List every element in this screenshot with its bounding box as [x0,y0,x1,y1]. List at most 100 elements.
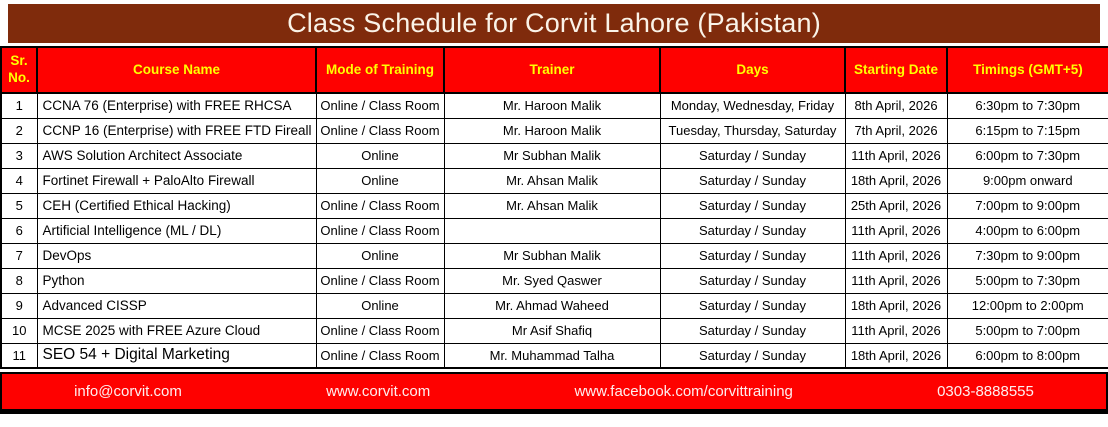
sr-no-cell: 10 [0,317,38,344]
mode-cell: Online / Class Room [315,117,445,144]
table-row: 7 DevOps Online Mr Subhan Malik Saturday / S… [0,242,1108,269]
timings-cell: 6:00pm to 7:30pm [946,142,1108,169]
table-row: 5 CEH (Certified Ethical Hacking) Online /… [0,192,1108,219]
starting-date-cell: 25th April, 2026 [844,192,948,219]
sr-no-cell: 11 [0,342,38,369]
starting-date-cell: 11th April, 2026 [844,217,948,244]
course-name-cell: SEO 54 + Digital Marketing [36,342,317,369]
page-title: Class Schedule for Corvit Lahore (Pakist… [287,8,821,38]
timings-cell: 7:00pm to 9:00pm [946,192,1108,219]
sr-no-cell: 5 [0,192,38,219]
starting-date-cell: 11th April, 2026 [844,142,948,169]
table-row: 1 CCNA 76 (Enterprise) with FREE RHCSA Onl… [0,92,1108,119]
header-sr-no: Sr. No. [0,46,38,94]
trainer-cell: Mr. Ahsan Malik [443,192,661,219]
footer-bar: info@corvit.com www.corvit.com www.faceb… [0,372,1108,414]
timings-cell: 12:00pm to 2:00pm [946,292,1108,319]
sr-no-cell: 8 [0,267,38,294]
mode-cell: Online [315,142,445,169]
mode-cell: Online / Class Room [315,192,445,219]
trainer-cell: Mr. Muhammad Talha [443,342,661,369]
trainer-cell: Mr. Haroon Malik [443,92,661,119]
trainer-cell: Mr. Ahmad Waheed [443,292,661,319]
course-name-cell: CCNA 76 (Enterprise) with FREE RHCSA [36,92,317,119]
table-header-row: Sr. No. Course Name Mode of Training Tra… [0,46,1108,94]
header-days: Days [659,46,846,94]
mode-cell: Online / Class Room [315,342,445,369]
course-name-cell: AWS Solution Architect Associate [36,142,317,169]
header-course-name: Course Name [36,46,317,94]
header-starting-date: Starting Date [844,46,948,94]
trainer-cell: Mr Subhan Malik [443,142,661,169]
mode-cell: Online [315,242,445,269]
table-row: 2 CCNP 16 (Enterprise) with FREE FTD Fire… [0,117,1108,144]
footer-phone-number[interactable]: 0303-8888555 [937,383,1034,400]
schedule-table: Sr. No. Course Name Mode of Training Tra… [0,46,1108,369]
header-timings: Timings (GMT+5) [946,46,1108,94]
sr-no-cell: 7 [0,242,38,269]
days-cell: Saturday / Sunday [659,167,846,194]
title-bar: Class Schedule for Corvit Lahore (Pakist… [8,4,1100,43]
sr-no-cell: 3 [0,142,38,169]
trainer-cell: Mr Asif Shafiq [443,317,661,344]
days-cell: Saturday / Sunday [659,142,846,169]
table-row: 4 Fortinet Firewall + PaloAlto Firewall On… [0,167,1108,194]
schedule-page: Class Schedule for Corvit Lahore (Pakist… [0,4,1108,427]
days-cell: Saturday / Sunday [659,242,846,269]
starting-date-cell: 11th April, 2026 [844,317,948,344]
days-cell: Saturday / Sunday [659,292,846,319]
trainer-cell [443,217,661,244]
days-cell: Saturday / Sunday [659,192,846,219]
schedule-table-body: 1 CCNA 76 (Enterprise) with FREE RHCSA Onl… [0,92,1108,369]
timings-cell: 7:30pm to 9:00pm [946,242,1108,269]
starting-date-cell: 18th April, 2026 [844,167,948,194]
trainer-cell: Mr. Ahsan Malik [443,167,661,194]
course-name-cell: Advanced CISSP [36,292,317,319]
course-name-cell: Python [36,267,317,294]
table-row: 6 Artificial Intelligence (ML / DL) Online… [0,217,1108,244]
timings-cell: 5:00pm to 7:00pm [946,317,1108,344]
trainer-cell: Mr. Syed Qaswer [443,267,661,294]
trainer-cell: Mr. Haroon Malik [443,117,661,144]
days-cell: Monday, Wednesday, Friday [659,92,846,119]
days-cell: Saturday / Sunday [659,342,846,369]
days-cell: Saturday / Sunday [659,317,846,344]
starting-date-cell: 18th April, 2026 [844,292,948,319]
starting-date-cell: 11th April, 2026 [844,267,948,294]
trainer-cell: Mr Subhan Malik [443,242,661,269]
mode-cell: Online [315,292,445,319]
sr-no-cell: 1 [0,92,38,119]
timings-cell: 6:30pm to 7:30pm [946,92,1108,119]
sr-no-cell: 4 [0,167,38,194]
course-name-cell: MCSE 2025 with FREE Azure Cloud [36,317,317,344]
footer-email-link[interactable]: info@corvit.com [74,383,182,400]
course-name-cell: DevOps [36,242,317,269]
timings-cell: 9:00pm onward [946,167,1108,194]
table-row: 9 Advanced CISSP Online Mr. Ahmad Waheed Sat… [0,292,1108,319]
header-mode: Mode of Training [315,46,445,94]
days-cell: Tuesday, Thursday, Saturday [659,117,846,144]
footer-facebook-link[interactable]: www.facebook.com/corvittraining [574,383,793,400]
timings-cell: 6:15pm to 7:15pm [946,117,1108,144]
course-name-cell: Fortinet Firewall + PaloAlto Firewall [36,167,317,194]
starting-date-cell: 8th April, 2026 [844,92,948,119]
mode-cell: Online / Class Room [315,217,445,244]
footer-website-link[interactable]: www.corvit.com [326,383,431,400]
table-row: 3 AWS Solution Architect Associate Online M… [0,142,1108,169]
days-cell: Saturday / Sunday [659,267,846,294]
mode-cell: Online / Class Room [315,267,445,294]
sr-no-cell: 6 [0,217,38,244]
timings-cell: 4:00pm to 6:00pm [946,217,1108,244]
mode-cell: Online / Class Room [315,92,445,119]
header-trainer: Trainer [443,46,661,94]
table-row: 8 Python Online / Class Room Mr. Syed Qaswe… [0,267,1108,294]
starting-date-cell: 18th April, 2026 [844,342,948,369]
sr-no-cell: 2 [0,117,38,144]
course-name-cell: Artificial Intelligence (ML / DL) [36,217,317,244]
course-name-cell: CEH (Certified Ethical Hacking) [36,192,317,219]
days-cell: Saturday / Sunday [659,217,846,244]
timings-cell: 5:00pm to 7:30pm [946,267,1108,294]
timings-cell: 6:00pm to 8:00pm [946,342,1108,369]
course-name-cell: CCNP 16 (Enterprise) with FREE FTD Firea… [36,117,317,144]
table-row: 10 MCSE 2025 with FREE Azure Cloud Online … [0,317,1108,344]
